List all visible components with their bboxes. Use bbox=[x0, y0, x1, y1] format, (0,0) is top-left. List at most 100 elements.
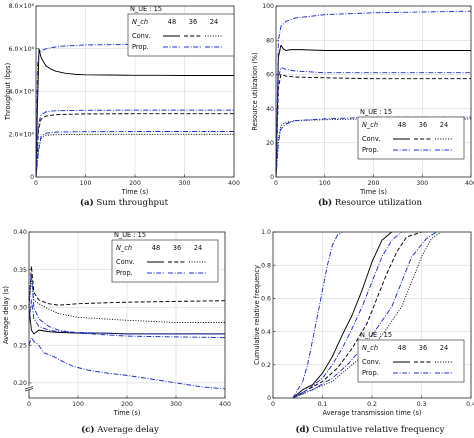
series-prop-24 bbox=[292, 231, 437, 399]
legend-nch-label: N_ch bbox=[362, 344, 378, 352]
x-tick-label: 0.1 bbox=[318, 401, 328, 408]
series-conv-48 bbox=[292, 231, 393, 399]
legend-box bbox=[357, 116, 465, 160]
legend-nch-value: 24 bbox=[440, 344, 448, 352]
y-tick-label: 0.25 bbox=[13, 342, 27, 349]
x-tick-label: 0.2 bbox=[367, 401, 377, 408]
caption-letter: (a) bbox=[80, 197, 94, 208]
y-axis-label: Cumulative relative frequency bbox=[253, 265, 261, 365]
x-tick-label: 200 bbox=[129, 180, 141, 187]
x-axis-label: Time (s) bbox=[359, 188, 387, 196]
y-tick-label: 0.20 bbox=[13, 380, 27, 387]
caption-letter: (c) bbox=[81, 424, 94, 435]
legend-nch-value: 36 bbox=[419, 344, 427, 352]
x-tick-label: 0 bbox=[274, 180, 278, 187]
legend-row-label: Prop. bbox=[132, 43, 149, 51]
legend-row-label: Conv. bbox=[132, 32, 150, 40]
caption-text: Cumulative relative frequency bbox=[310, 425, 445, 435]
x-tick-label: 300 bbox=[416, 180, 428, 187]
series-prop-24 bbox=[28, 299, 225, 335]
series-prop-36 bbox=[292, 231, 403, 399]
series-conv-24 bbox=[275, 118, 471, 178]
x-axis-label: Time (s) bbox=[113, 409, 141, 417]
y-tick-label: 2.0×10⁶ bbox=[9, 131, 35, 138]
legend-nch-value: 48 bbox=[398, 121, 406, 129]
y-tick-label: 0 bbox=[30, 174, 34, 181]
y-tick-label: 0.2 bbox=[261, 362, 271, 369]
series-prop-36 bbox=[275, 67, 471, 178]
y-tick-label: 0.8 bbox=[261, 262, 271, 269]
caption-letter: (b) bbox=[318, 197, 332, 208]
legend-nch-value: 36 bbox=[189, 18, 197, 26]
legend-nch-label: N_ch bbox=[116, 244, 132, 252]
y-tick-label: 40 bbox=[266, 106, 274, 113]
x-tick-label: 0 bbox=[271, 401, 275, 408]
y-tick-label: 80 bbox=[266, 37, 274, 44]
x-axis-label: Time (s) bbox=[121, 188, 149, 196]
x-tick-label: 400 bbox=[219, 401, 231, 408]
series-conv-48 bbox=[275, 44, 471, 178]
x-tick-label: 400 bbox=[228, 180, 240, 187]
y-tick-label: 20 bbox=[266, 140, 274, 147]
series-conv-24 bbox=[292, 231, 442, 399]
legend-row-label: Conv. bbox=[116, 258, 134, 266]
y-tick-label: 0.30 bbox=[13, 305, 27, 312]
x-tick-label: 200 bbox=[368, 180, 380, 187]
series-prop-24 bbox=[35, 131, 234, 178]
panel-c: 0 100 200 300 400 0.20 0.25 0.30 0.35 0.40 Time (s… bbox=[2, 229, 231, 435]
panel-a: 0 100 200 300 400 0 2.0×10⁶ 4.0×10⁶ 6.0×10⁶ 8.0×1… bbox=[4, 3, 240, 208]
y-tick-label: 8.0×10⁶ bbox=[9, 3, 35, 10]
x-tick-label: 100 bbox=[72, 401, 84, 408]
y-tick-label: 0.35 bbox=[13, 267, 27, 274]
legend-row-label: Prop. bbox=[116, 269, 133, 277]
x-tick-label: 300 bbox=[179, 180, 191, 187]
y-tick-label: 6.0×10⁶ bbox=[9, 46, 35, 53]
series-conv-36 bbox=[28, 265, 226, 308]
series-prop-48 bbox=[292, 231, 343, 399]
legend-row-label: Prop. bbox=[362, 146, 379, 154]
x-tick-label: 0.4 bbox=[466, 401, 474, 408]
y-tick-label: 1.0 bbox=[261, 229, 271, 236]
x-tick-label: 100 bbox=[319, 180, 331, 187]
panel-b: 0 100 200 300 400 0 20 40 60 80 100 Time (s) Resourc… bbox=[251, 3, 474, 208]
series-prop-48 bbox=[28, 337, 226, 390]
axis-break-mark bbox=[24, 388, 34, 392]
legend-box bbox=[111, 239, 219, 283]
legend-box bbox=[357, 339, 465, 383]
series-conv-36 bbox=[292, 231, 422, 399]
legend-nue-label: N_UE : 15 bbox=[114, 231, 146, 239]
legend-nch-label: N_ch bbox=[132, 18, 148, 26]
caption: (d) Cumulative relative frequency bbox=[295, 424, 444, 435]
y-axis-label: Throughput (bps) bbox=[4, 63, 12, 121]
legend-nch-value: 24 bbox=[210, 18, 218, 26]
legend-nch-value: 36 bbox=[419, 121, 427, 129]
legend-row-label: Prop. bbox=[362, 369, 379, 377]
axis-break-mark bbox=[24, 386, 34, 390]
caption: (a) Sum throughput bbox=[80, 197, 169, 208]
y-tick-label: 4.0×10⁶ bbox=[9, 89, 35, 96]
legend-nch-value: 48 bbox=[152, 244, 160, 252]
legend-nue-label: N_UE : 15 bbox=[130, 5, 162, 13]
x-tick-label: 300 bbox=[170, 401, 182, 408]
caption: (b) Resource utilization bbox=[318, 197, 423, 208]
x-tick-label: 0 bbox=[27, 401, 31, 408]
legend: N_UE : 15 N_ch 48 36 24 Conv. Prop. bbox=[127, 5, 235, 57]
x-tick-label: 400 bbox=[465, 180, 474, 187]
legend: N_UE : 15 N_ch 48 36 24 Conv. Prop. bbox=[357, 331, 465, 383]
series-prop-36 bbox=[28, 273, 226, 339]
legend-nch-value: 48 bbox=[168, 18, 176, 26]
panel-d: 0 0.1 0.2 0.3 0.4 0 0.2 0.4 0.6 0.8 1.0 Average tra… bbox=[253, 229, 474, 435]
y-tick-label: 60 bbox=[266, 72, 274, 79]
caption-text: Sum throughput bbox=[94, 198, 169, 208]
series-conv-48 bbox=[28, 307, 225, 335]
x-tick-label: 0.3 bbox=[417, 401, 427, 408]
y-tick-label: 0.4 bbox=[261, 329, 271, 336]
caption-text: Resource utilization bbox=[332, 198, 422, 208]
caption-text: Average delay bbox=[94, 425, 159, 435]
series-conv-36 bbox=[35, 113, 234, 178]
legend-nch-value: 36 bbox=[173, 244, 181, 252]
legend-nue-label: N_UE : 15 bbox=[360, 331, 392, 339]
y-axis-label: Average delay (s) bbox=[2, 286, 10, 344]
x-tick-label: 200 bbox=[121, 401, 133, 408]
legend-box bbox=[127, 13, 235, 57]
